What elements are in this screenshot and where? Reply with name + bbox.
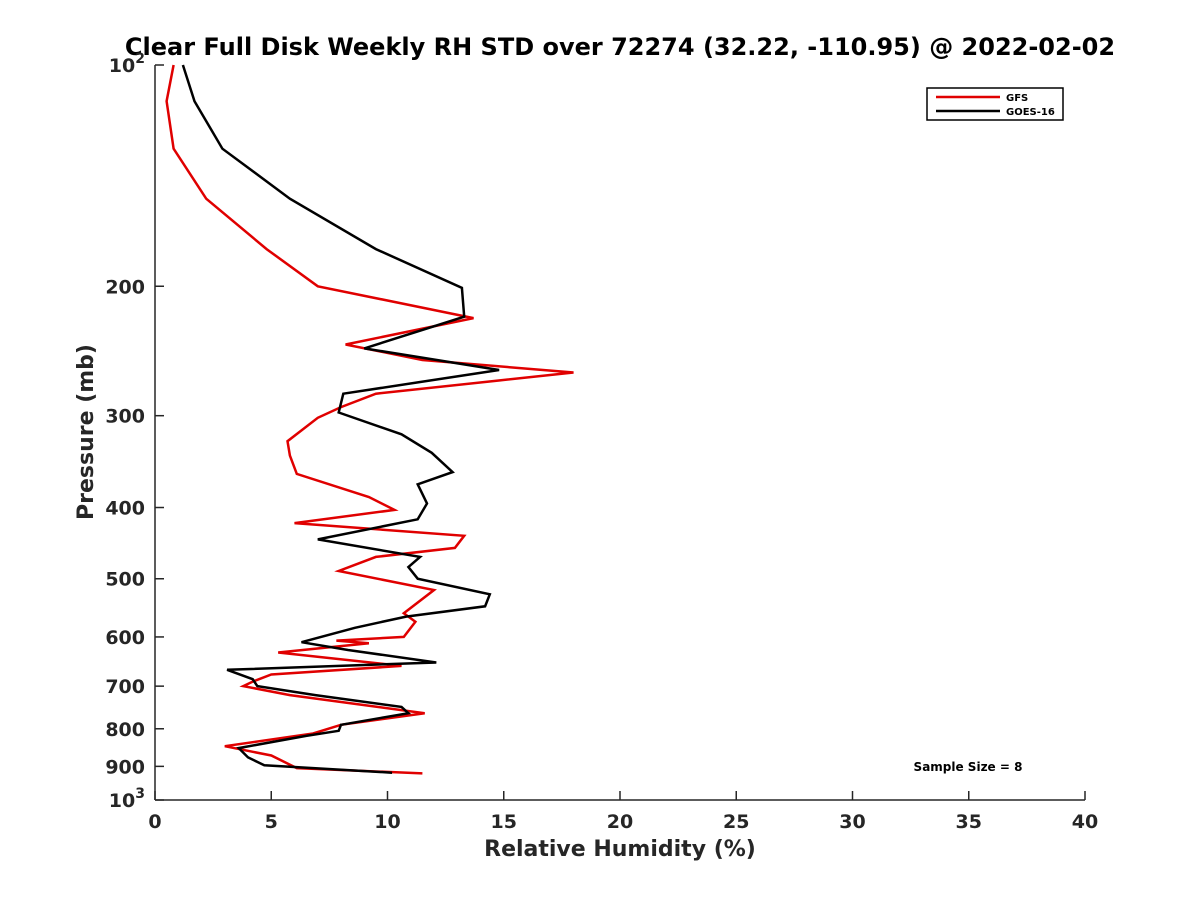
sample-size-annotation: Sample Size = 8 (914, 760, 1023, 774)
y-axis-label: Pressure (mb) (74, 344, 99, 520)
x-tick-label: 0 (148, 811, 161, 833)
legend-box (926, 87, 1064, 121)
legend-label-goes-16: GOES-16 (1006, 107, 1055, 118)
y-tick-label: 600 (105, 627, 145, 649)
y-tick-label: 103 (109, 786, 145, 812)
legend: GFS GOES-16 (926, 87, 1064, 121)
y-tick-label: 800 (105, 719, 145, 741)
y-tick-label: 900 (105, 756, 145, 778)
x-tick-label: 20 (607, 811, 633, 833)
y-tick-label: 102 (109, 51, 145, 77)
ticks-layer: 0 5 10 15 20 25 30 35 40 102 200 300 400 500 600 700 800… (105, 51, 1098, 833)
series-line-gfs (165, 64, 574, 775)
x-tick-label: 35 (956, 811, 982, 833)
x-tick-label: 40 (1072, 811, 1098, 833)
y-tick-label: 300 (105, 406, 145, 428)
x-tick-label: 5 (265, 811, 278, 833)
x-tick-label: 30 (839, 811, 865, 833)
y-tick-label: 700 (105, 676, 145, 698)
x-tick-label: 10 (374, 811, 400, 833)
series-line-goes-16 (181, 64, 500, 774)
x-tick-label: 15 (491, 811, 517, 833)
x-axis-label: Relative Humidity (%) (484, 837, 756, 862)
y-tick-label: 200 (105, 276, 145, 298)
series-layer (165, 64, 574, 775)
y-tick-label: 500 (105, 569, 145, 591)
x-tick-label: 25 (723, 811, 749, 833)
legend-label-gfs: GFS (1006, 93, 1028, 104)
y-tick-label: 400 (105, 498, 145, 520)
chart-title: Clear Full Disk Weekly RH STD over 72274… (125, 33, 1115, 61)
